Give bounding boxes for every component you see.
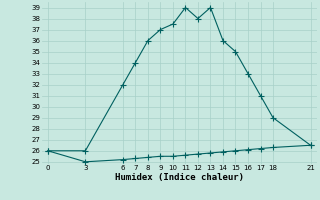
X-axis label: Humidex (Indice chaleur): Humidex (Indice chaleur) bbox=[115, 173, 244, 182]
